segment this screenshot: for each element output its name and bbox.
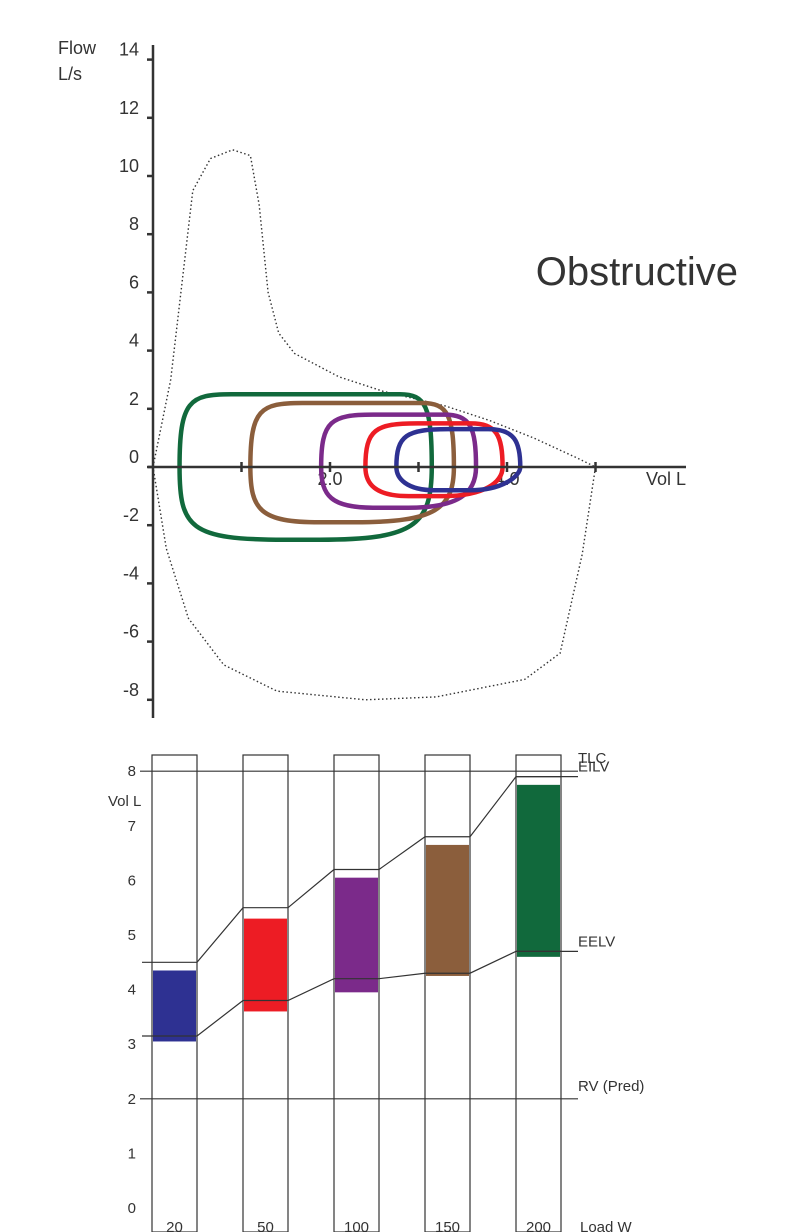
bar-y-tick-label: 4 — [128, 982, 136, 999]
load-label: 200 — [526, 1219, 551, 1232]
y-axis-title: Flow — [58, 38, 97, 58]
volume-bar — [517, 784, 560, 957]
y-tick-label: 2 — [129, 389, 139, 409]
volume-bar — [153, 970, 196, 1042]
y-tick-label: 6 — [129, 272, 139, 292]
bar-column-frame — [424, 754, 471, 1232]
y-tick-label: -8 — [123, 680, 139, 700]
load-label: 100 — [344, 1219, 369, 1232]
ref-label: EILV — [578, 759, 609, 776]
bar-y-tick-label: 1 — [128, 1145, 136, 1162]
flow-volume-loop — [248, 400, 457, 525]
ref-label: RV (Pred) — [578, 1078, 644, 1095]
bar-y-tick-label: 7 — [128, 818, 136, 835]
flow-volume-chart: Flow L/s Obstructive 14 12 10 8 6 4 2 0 -2 -4 -6 -8… — [58, 38, 738, 718]
y-tick-label: -4 — [123, 563, 139, 583]
ref-label: EELV — [578, 933, 615, 950]
load-label: 20 — [166, 1219, 183, 1232]
y-axis-unit: L/s — [58, 64, 82, 84]
y-tick-label: 4 — [129, 331, 139, 351]
y-tick-label: 10 — [119, 156, 139, 176]
x-axis-title: Vol L — [646, 469, 686, 489]
load-label: 50 — [257, 1219, 274, 1232]
bar-y-tick-label: 0 — [128, 1200, 136, 1217]
bar-columns — [151, 754, 562, 1232]
y-tick-label: -2 — [123, 505, 139, 525]
volume-bar — [335, 877, 378, 993]
bar-y-axis-title: Vol L — [108, 793, 141, 810]
chart-title: Obstructive — [536, 250, 738, 294]
volume-bar — [426, 844, 469, 976]
max-flow-envelope — [152, 149, 597, 701]
bar-y-tick-label: 3 — [128, 1036, 136, 1053]
volume-bar — [244, 918, 287, 1012]
bar-y-tick-label: 5 — [128, 927, 136, 944]
bar-y-tick-label: 2 — [128, 1091, 136, 1108]
ref-label: TLC — [578, 750, 607, 767]
load-labels: 20 50 100 150 200 — [166, 1219, 551, 1232]
bar-y-ticks: 0 1 2 3 4 5 6 7 8 — [128, 763, 136, 1217]
y-ticks: 14 12 10 8 6 4 2 0 -2 -4 -6 -8 — [119, 40, 153, 702]
eilv-line — [142, 776, 561, 963]
y-tick-label: 8 — [129, 214, 139, 234]
y-tick-label: 12 — [119, 98, 139, 118]
eelv-line — [142, 950, 561, 1037]
load-label: 150 — [435, 1219, 460, 1232]
bar-y-tick-label: 6 — [128, 872, 136, 889]
y-tick-label: 14 — [119, 40, 139, 60]
y-tick-label: 0 — [129, 447, 139, 467]
bar-x-axis-title: Load W — [580, 1219, 633, 1232]
volume-lines — [142, 776, 561, 1037]
y-tick-label: -6 — [123, 622, 139, 642]
bar-y-tick-label: 8 — [128, 763, 136, 780]
bar-column-frame — [333, 754, 380, 1232]
flow-volume-loop — [363, 421, 505, 499]
